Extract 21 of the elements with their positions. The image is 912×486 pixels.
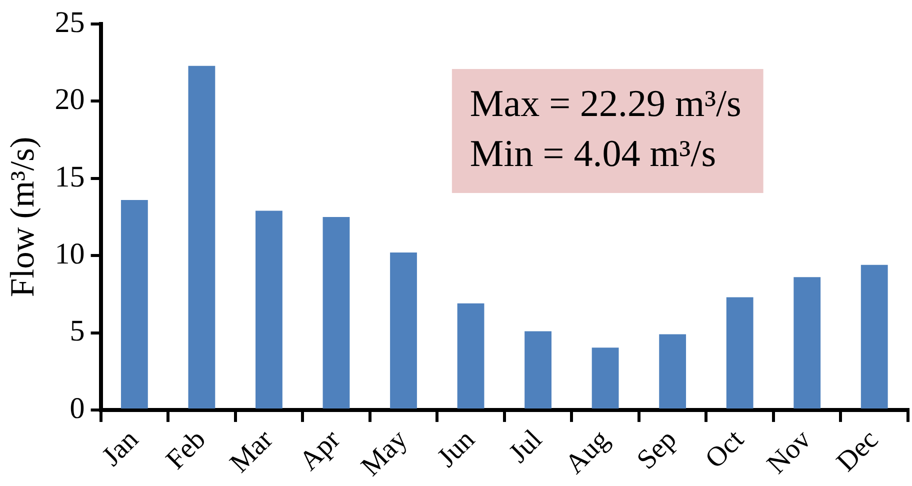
x-tick-label: Mar: [224, 424, 280, 479]
x-tick-label: Jan: [96, 424, 145, 472]
x-tick-label: Jul: [503, 424, 548, 470]
y-tick-label: 15: [54, 160, 85, 194]
x-tick-label: Feb: [160, 424, 212, 476]
x-tick-label: Aug: [559, 424, 616, 480]
y-axis-title: Flow (m³/s): [4, 136, 42, 298]
x-tick-label: Apr: [294, 424, 347, 477]
annotation: Min = 4.04 m³/s: [470, 132, 716, 175]
x-tick-label: Sep: [631, 424, 683, 476]
y-tick-label: 0: [70, 392, 85, 425]
y-tick-label: 25: [54, 6, 85, 39]
y-tick-label: 10: [54, 237, 85, 270]
x-tick-label: May: [355, 424, 414, 482]
x-tick-label: Nov: [761, 424, 818, 480]
x-tick-label: Oct: [699, 424, 750, 475]
annotation: Max = 22.29 m³/s: [470, 82, 742, 125]
x-tick-label: Jun: [431, 424, 481, 474]
y-tick-label: 5: [70, 314, 85, 348]
x-tick-label: Dec: [830, 424, 885, 478]
y-tick-label: 20: [54, 83, 85, 116]
